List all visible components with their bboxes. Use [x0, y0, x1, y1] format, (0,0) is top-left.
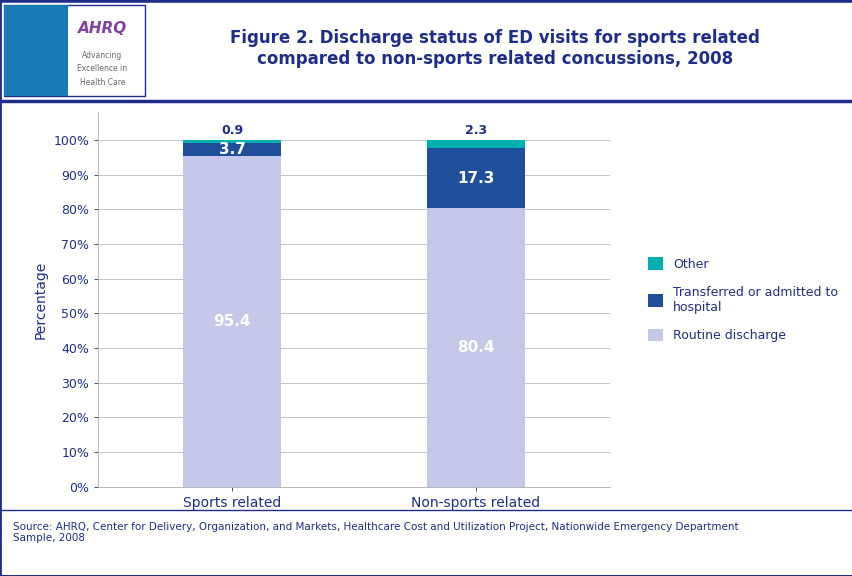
Text: AHRQ: AHRQ: [78, 21, 127, 36]
Bar: [183, 156, 280, 487]
Text: Advancing: Advancing: [82, 51, 123, 60]
Text: 80.4: 80.4: [457, 340, 494, 355]
Text: 3.7: 3.7: [218, 142, 245, 157]
Bar: [427, 148, 524, 208]
FancyBboxPatch shape: [4, 5, 145, 96]
Text: Source: AHRQ, Center for Delivery, Organization, and Markets, Healthcare Cost an: Source: AHRQ, Center for Delivery, Organ…: [13, 522, 738, 543]
Legend: Other, Transferred or admitted to
hospital, Routine discharge: Other, Transferred or admitted to hospit…: [641, 251, 843, 348]
Text: 2.3: 2.3: [464, 124, 486, 137]
Text: Health Care: Health Care: [79, 78, 125, 87]
Text: 95.4: 95.4: [213, 314, 250, 329]
Y-axis label: Percentage: Percentage: [33, 260, 48, 339]
Text: 17.3: 17.3: [457, 170, 494, 185]
Text: Figure 2. Discharge status of ED visits for sports related
compared to non-sport: Figure 2. Discharge status of ED visits …: [229, 29, 759, 68]
Bar: [183, 143, 280, 156]
Bar: [183, 140, 280, 143]
FancyBboxPatch shape: [4, 5, 68, 96]
Text: Excellence in: Excellence in: [78, 64, 127, 73]
Bar: [427, 208, 524, 487]
Text: 0.9: 0.9: [221, 124, 243, 137]
Bar: [427, 140, 524, 148]
